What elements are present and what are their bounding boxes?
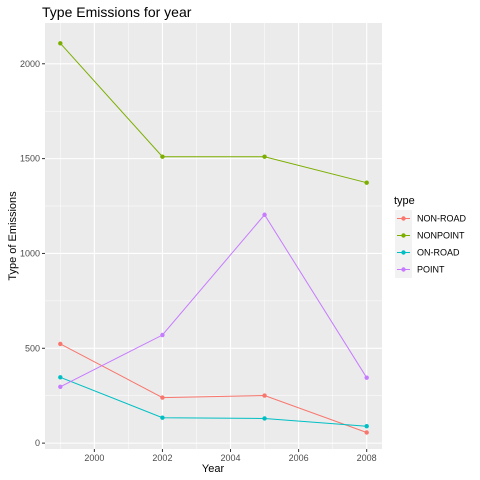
legend-label: NON-ROAD bbox=[417, 214, 466, 224]
legend-label: NONPOINT bbox=[417, 231, 465, 241]
data-point-nonpoint bbox=[58, 41, 63, 46]
y-tick-label: 500 bbox=[25, 343, 40, 353]
y-axis-title: Type of Emissions bbox=[7, 191, 19, 281]
y-tick-label: 1000 bbox=[20, 248, 40, 258]
data-point-point bbox=[364, 375, 369, 380]
x-tick-label: 2008 bbox=[357, 453, 377, 463]
series-on-road bbox=[58, 375, 369, 429]
x-tick-label: 2002 bbox=[152, 453, 172, 463]
data-point-nonpoint bbox=[262, 154, 267, 159]
x-tick-label: 2004 bbox=[221, 453, 241, 463]
data-point-point bbox=[262, 212, 267, 217]
series-line-on-road bbox=[60, 376, 367, 427]
data-point-non-road bbox=[262, 393, 267, 398]
data-point-on-road bbox=[160, 415, 165, 420]
series-line-point bbox=[60, 213, 368, 388]
legend-label: ON-ROAD bbox=[417, 248, 460, 258]
legend-title: type bbox=[394, 195, 415, 207]
y-tick-label: 0 bbox=[35, 438, 40, 448]
y-tick-label: 1500 bbox=[20, 154, 40, 164]
legend-item-on-road: ON-ROAD bbox=[395, 244, 460, 261]
legend-key-point bbox=[401, 216, 406, 221]
plot-background bbox=[45, 23, 382, 449]
y-axis: 0 500 1000 1500 2000 bbox=[20, 59, 45, 448]
data-point-point bbox=[160, 332, 165, 338]
y-tick-label: 2000 bbox=[20, 59, 40, 69]
grid-major bbox=[45, 23, 382, 449]
series-layer bbox=[58, 41, 369, 435]
x-tick-label: 2006 bbox=[289, 453, 309, 463]
legend-key-point bbox=[401, 233, 406, 238]
chart-title: Type Emissions for year bbox=[42, 4, 192, 20]
series-nonpoint bbox=[58, 41, 369, 185]
data-point-on-road bbox=[262, 416, 267, 421]
data-point-nonpoint bbox=[160, 154, 165, 159]
legend-key-point bbox=[401, 267, 406, 272]
x-axis: 2000 2002 2004 2006 2008 bbox=[84, 449, 377, 463]
data-point-point bbox=[58, 384, 63, 389]
series-line-nonpoint bbox=[59, 42, 367, 184]
legend-item-point: POINT bbox=[395, 261, 445, 278]
legend-label: POINT bbox=[417, 265, 445, 275]
data-point-on-road bbox=[364, 424, 369, 429]
data-point-on-road bbox=[58, 375, 63, 380]
series-line-non-road bbox=[60, 343, 367, 433]
series-non-road bbox=[58, 341, 369, 435]
legend: type NON-ROAD NONPOINT ON-ROAD POINT bbox=[394, 195, 466, 278]
data-point-non-road bbox=[160, 395, 165, 400]
grid-minor bbox=[45, 23, 382, 449]
data-point-non-road bbox=[58, 341, 63, 347]
x-tick-label: 2000 bbox=[84, 453, 104, 463]
legend-item-non-road: NON-ROAD bbox=[395, 210, 466, 227]
data-point-nonpoint bbox=[364, 180, 369, 185]
series-point bbox=[58, 212, 369, 389]
data-point-non-road bbox=[364, 430, 369, 435]
legend-key-point bbox=[401, 250, 406, 255]
legend-item-nonpoint: NONPOINT bbox=[395, 227, 465, 244]
x-axis-title: Year bbox=[202, 463, 225, 475]
